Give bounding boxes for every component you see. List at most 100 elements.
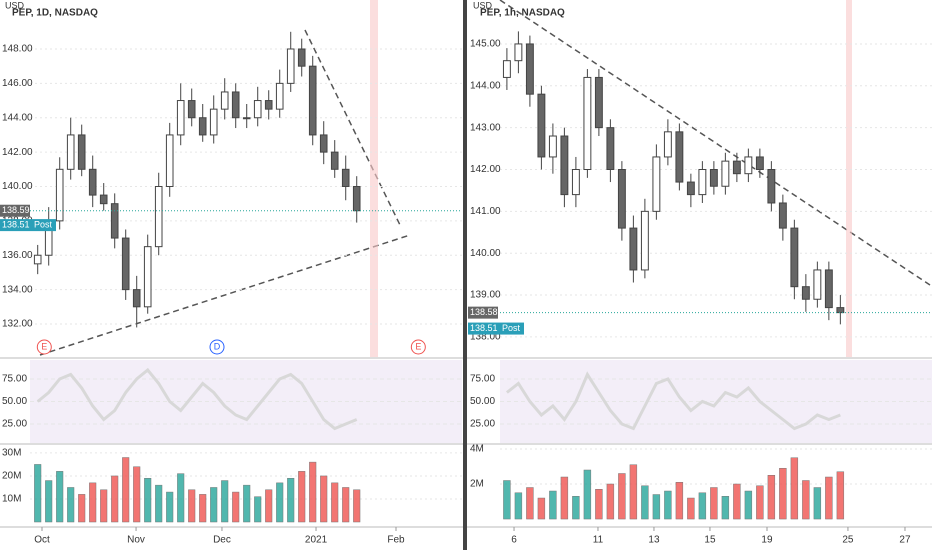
volume-bar (744, 490, 753, 520)
volume-bar (342, 487, 350, 523)
x-tick-label: 25 (842, 535, 854, 546)
volume-bar (122, 457, 130, 523)
event-label: E (41, 341, 47, 351)
candle-body (698, 169, 707, 196)
candle-body (264, 100, 273, 110)
x-tick-label: 11 (593, 535, 604, 546)
y-tick-label: 148.00 (2, 44, 33, 55)
volume-bar (733, 483, 741, 520)
candle-body (560, 135, 569, 196)
x-tick-label: 6 (511, 535, 517, 546)
candle-body (594, 76, 603, 129)
volume-bar (675, 482, 684, 520)
y-tick-label: 140.00 (2, 181, 33, 192)
candle-body (143, 246, 152, 308)
volume-bar (813, 487, 822, 520)
trend-line (39, 234, 411, 356)
volume-bar (756, 485, 764, 520)
candle-body (525, 43, 534, 95)
x-tick-label: 13 (648, 535, 660, 546)
volume-bar (309, 461, 317, 523)
session-marker (370, 0, 378, 357)
candle-body (330, 151, 339, 170)
candle-body (640, 210, 649, 271)
volume-bar (526, 487, 534, 520)
volume-bar (155, 484, 163, 523)
candle-body (242, 117, 251, 120)
oscillator-line (505, 371, 841, 431)
volume-bar (710, 487, 718, 520)
candle-body (209, 108, 218, 136)
volume-bar (353, 489, 361, 523)
volume-bar (721, 496, 730, 520)
volume-bar (34, 464, 42, 523)
volume-bar (802, 480, 810, 520)
post-price: 138.51 (2, 219, 30, 229)
candle-body (110, 203, 119, 239)
x-tick-label: 27 (899, 535, 911, 546)
y-tick-label: 138.00 (470, 332, 501, 343)
y-tick-label: 144.00 (2, 112, 33, 123)
y-tick-label: 139.00 (470, 290, 501, 301)
volume-bar (144, 477, 152, 523)
volume-bar (254, 496, 262, 523)
candle-body (253, 100, 262, 119)
candle-body (686, 181, 695, 196)
price-box (468, 306, 498, 319)
candle-body (154, 185, 163, 248)
volume-bar (537, 497, 546, 520)
y-tick-label: 50.00 (2, 396, 27, 407)
candle-body (836, 307, 845, 314)
volume-bar (67, 487, 75, 523)
y-tick-label: 75.00 (2, 374, 27, 385)
volume-bar (572, 496, 580, 520)
volume-bar (221, 480, 229, 523)
candle-body (755, 156, 764, 171)
candle-body (55, 168, 64, 222)
y-tick-label: 25.00 (470, 419, 495, 430)
volume-bar (503, 480, 511, 520)
volume-bar (199, 494, 207, 523)
y-tick-label: 2M (470, 479, 484, 490)
x-tick-label: Oct (34, 535, 50, 546)
candle-body (629, 227, 638, 271)
candle-body (88, 168, 97, 196)
y-tick-label: 136.00 (2, 250, 33, 261)
candle-body (571, 169, 580, 196)
volume-bar (514, 492, 523, 520)
candle-body (33, 254, 42, 265)
volume-bar (232, 491, 240, 523)
candle-body (801, 286, 810, 300)
volume-bar (111, 475, 119, 523)
chart-title: PEP, 1D, NASDAQ (12, 8, 98, 19)
post-label: Post (34, 219, 53, 229)
volume-bar (779, 467, 787, 520)
volume-bar (276, 482, 284, 523)
chart-title: PEP, 1h, NASDAQ (480, 8, 565, 19)
candle-body (121, 237, 130, 291)
volume-bar (641, 485, 649, 520)
candle-body (66, 134, 75, 170)
price-box (0, 204, 30, 217)
volume-bar (595, 489, 603, 520)
axis-label: USD (473, 0, 493, 10)
volume-bar (89, 482, 97, 523)
candle-body (824, 269, 833, 309)
x-tick-label: 19 (761, 535, 773, 546)
x-tick-label: 2021 (305, 535, 328, 546)
y-tick-label: 143.00 (470, 122, 501, 133)
volume-bar (652, 494, 661, 520)
panel-divider (463, 0, 467, 550)
y-tick-label: 140.00 (470, 248, 501, 259)
candle-body (352, 185, 361, 212)
volume-bar (56, 471, 64, 523)
volume-bar (331, 482, 339, 523)
y-tick-label: 10M (2, 494, 21, 505)
event-marker (410, 339, 426, 355)
volume-bar (100, 489, 108, 523)
candle-body (778, 202, 787, 229)
volume-bar (177, 473, 185, 523)
volume-bar (166, 491, 174, 523)
x-tick-label: Dec (213, 535, 231, 546)
